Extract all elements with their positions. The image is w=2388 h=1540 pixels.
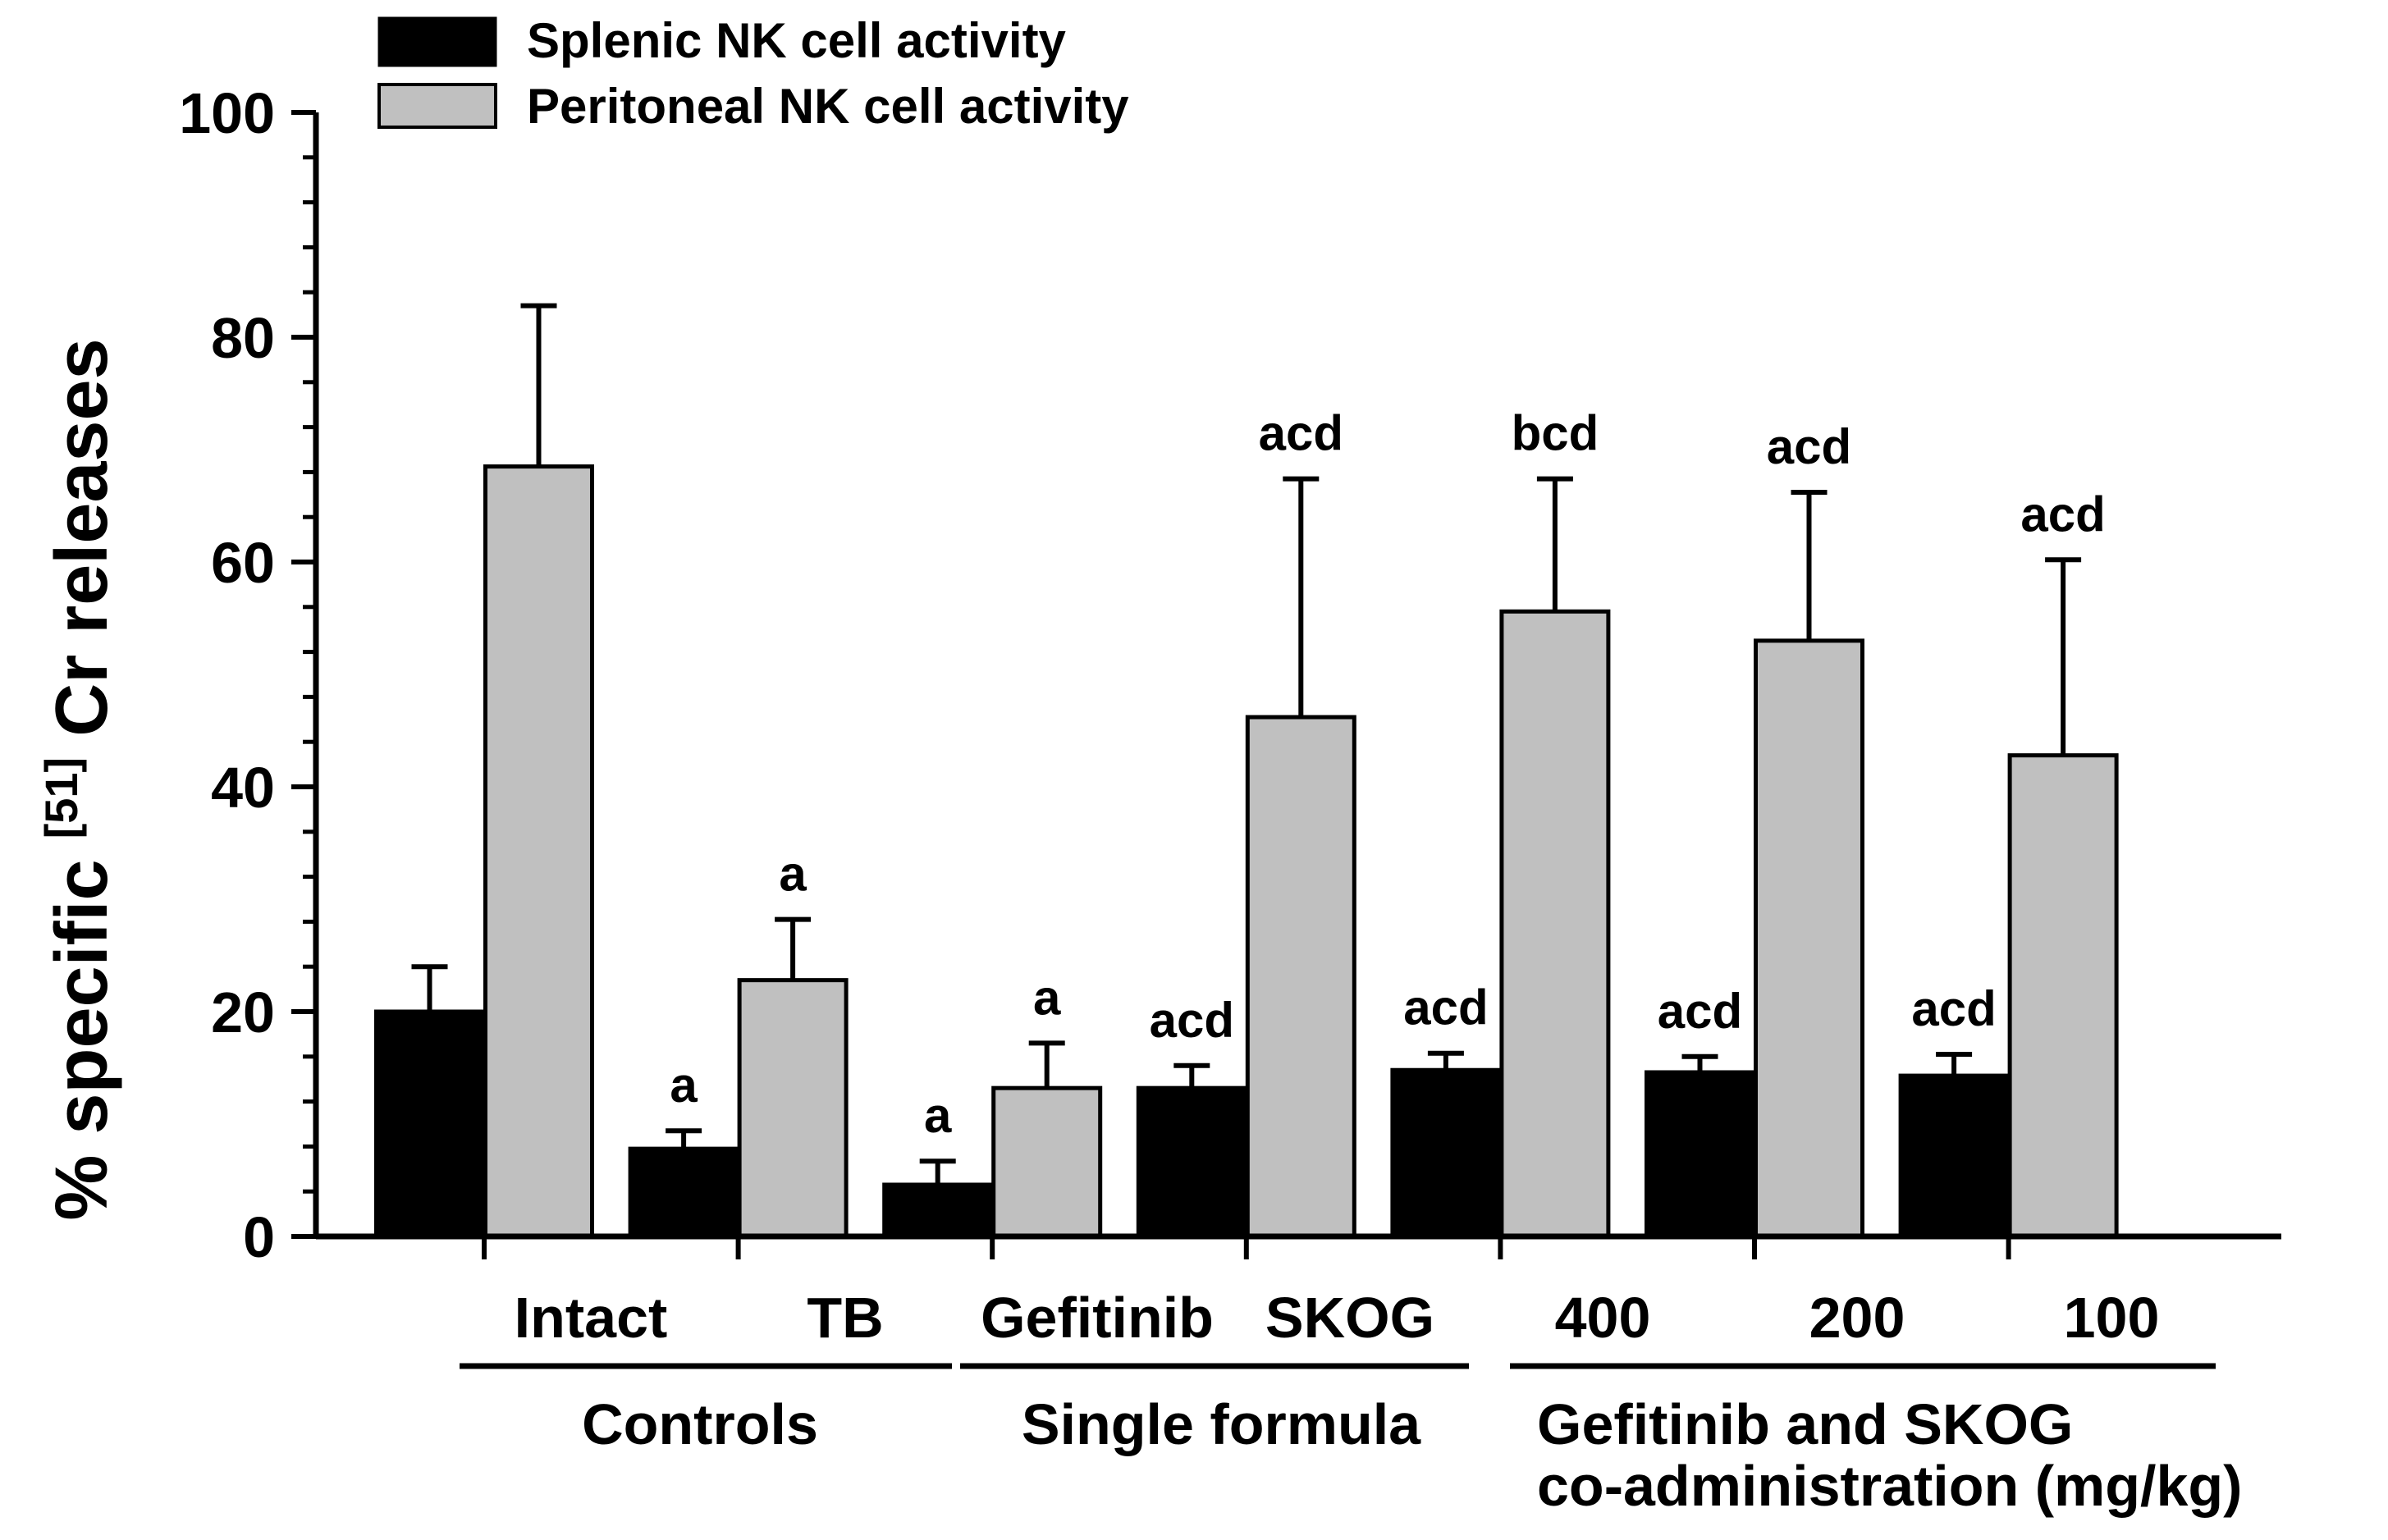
bar-splenic bbox=[1136, 1085, 1247, 1239]
bar-peritoneal bbox=[1499, 609, 1611, 1239]
bar-peritoneal bbox=[991, 1085, 1103, 1239]
significance-label-peritoneal: a bbox=[779, 847, 807, 902]
y-tick-label: 60 bbox=[211, 531, 275, 595]
bar-peritoneal bbox=[737, 978, 849, 1239]
y-axis-label: % specific [51] Cr releases bbox=[35, 338, 123, 1220]
significance-label-splenic: acd bbox=[1403, 980, 1488, 1035]
bar-peritoneal bbox=[1245, 715, 1356, 1239]
y-tick-label: 80 bbox=[211, 306, 275, 370]
legend-label-splenic: Splenic NK cell activity bbox=[527, 13, 1067, 68]
bar-splenic bbox=[374, 1009, 485, 1239]
y-axis-label-prefix: % specific bbox=[41, 839, 123, 1220]
legend-swatch-peritoneal bbox=[377, 83, 497, 129]
category-label: Intact bbox=[515, 1286, 668, 1350]
significance-label-peritoneal: acd bbox=[1259, 406, 1343, 461]
category-label: Gefitinib bbox=[981, 1286, 1214, 1350]
bar-splenic bbox=[1898, 1073, 2010, 1239]
bar-splenic bbox=[1390, 1067, 1502, 1239]
significance-label-splenic: acd bbox=[1911, 981, 1996, 1036]
y-tick-label: 20 bbox=[211, 980, 275, 1044]
significance-label-peritoneal: acd bbox=[1767, 419, 1851, 474]
legend: Splenic NK cell activity Peritoneal NK c… bbox=[377, 13, 1129, 134]
legend-label-peritoneal: Peritoneal NK cell activity bbox=[527, 79, 1129, 134]
group-label: Gefitinib and SKOG bbox=[1537, 1392, 2073, 1456]
significance-label-splenic: a bbox=[924, 1088, 952, 1143]
bar-peritoneal bbox=[483, 464, 594, 1239]
y-tick-label: 40 bbox=[211, 756, 275, 820]
y-axis-label-suffix: Cr releases bbox=[41, 338, 123, 756]
bar-splenic bbox=[882, 1182, 994, 1239]
group-label: Controls bbox=[582, 1392, 818, 1456]
significance-label-splenic: acd bbox=[1658, 984, 1742, 1039]
category-label: 400 bbox=[1555, 1286, 1651, 1350]
group-label: Single formula bbox=[1022, 1392, 1421, 1456]
category-label: 200 bbox=[1809, 1286, 1905, 1350]
bar-splenic bbox=[628, 1146, 739, 1239]
category-label: SKOG bbox=[1265, 1286, 1434, 1350]
bar-peritoneal bbox=[2007, 753, 2119, 1239]
y-tick-label: 0 bbox=[243, 1205, 275, 1269]
bar-splenic bbox=[1645, 1070, 1755, 1239]
y-axis: 0 20 40 60 80 100 bbox=[179, 81, 319, 1269]
significance-label-splenic: a bbox=[670, 1058, 698, 1113]
bars: a a a a acd acd acd bcd acd acd acd acd bbox=[374, 303, 2119, 1239]
y-tick-label: 100 bbox=[179, 81, 275, 145]
category-label: TB bbox=[807, 1286, 883, 1350]
significance-label-peritoneal: acd bbox=[2020, 487, 2105, 542]
legend-swatch-splenic bbox=[377, 16, 497, 67]
bar-peritoneal bbox=[1754, 638, 1864, 1239]
group-label: co-administration (mg/kg) bbox=[1537, 1454, 2242, 1518]
significance-label-peritoneal: a bbox=[1033, 970, 1061, 1025]
y-axis-label-superscript: [51] bbox=[35, 757, 87, 839]
significance-label-peritoneal: bcd bbox=[1512, 406, 1599, 461]
category-label: 100 bbox=[2064, 1286, 2160, 1350]
x-axis: Intact TB Gefitinib SKOG 400 200 100 Controls Si… bbox=[316, 1233, 2281, 1518]
significance-label-splenic: acd bbox=[1150, 993, 1234, 1048]
